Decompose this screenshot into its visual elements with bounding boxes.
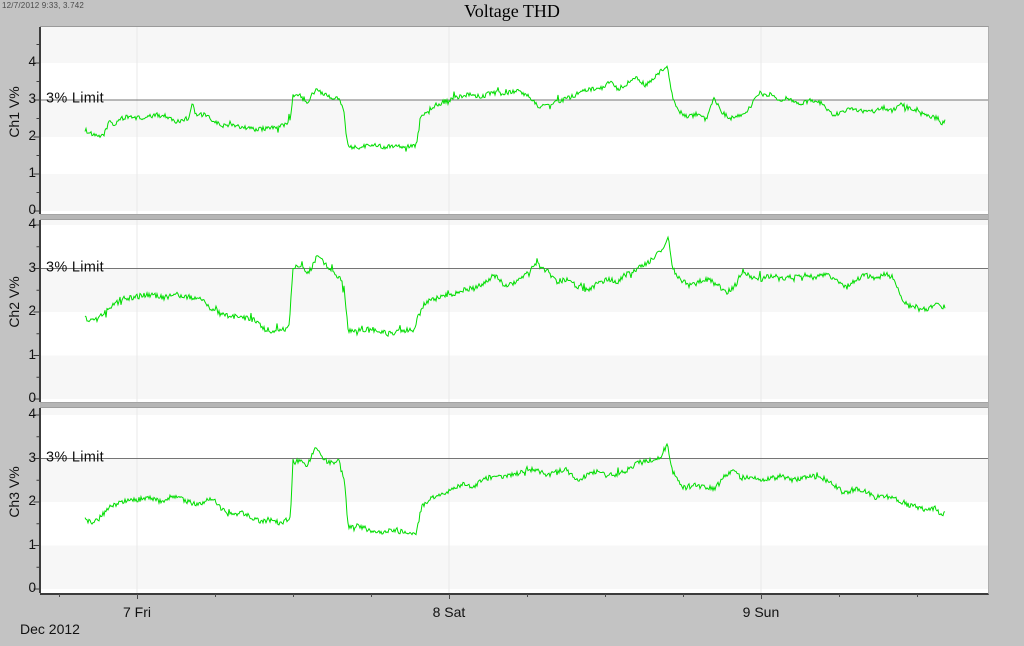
data-series-path: [84, 65, 946, 152]
y-tick-label: 3: [28, 259, 36, 275]
plot-band: [40, 458, 988, 502]
limit-label: 3% Limit: [46, 259, 104, 276]
panel-divider: [40, 214, 988, 220]
y-tick-label: 0: [28, 580, 36, 595]
x-axis-tick: [682, 594, 684, 597]
plot-svg-3[interactable]: [32, 408, 988, 593]
x-axis-tick: [370, 594, 372, 597]
plot-band: [40, 220, 988, 225]
x-axis-tick: [448, 594, 450, 599]
panel-ch2[interactable]: [33, 220, 988, 402]
panel-divider: [40, 402, 988, 408]
data-series-path: [84, 235, 946, 338]
plot-band: [40, 408, 988, 415]
limit-label: 3% Limit: [46, 449, 104, 466]
x-axis-tick: [760, 594, 762, 599]
x-axis-tick: [58, 594, 60, 597]
y-tick-label: 4: [28, 406, 36, 421]
y-tick-label: 4: [28, 54, 36, 69]
plot-band: [40, 545, 988, 589]
chart-title: Voltage THD: [464, 1, 560, 21]
y-tick-label: 2: [28, 128, 36, 143]
chart-area[interactable]: [33, 26, 989, 595]
y-tick-label: 2: [28, 303, 36, 318]
y-tick-label: 4: [28, 216, 36, 231]
plot-band: [40, 100, 988, 137]
x-axis-tick: [214, 594, 216, 597]
cursor-readout: 12/7/2012 9:33, 3.742: [2, 1, 85, 10]
plot-band: [40, 27, 988, 63]
plot-band: [40, 268, 988, 312]
channel-axis-label: Ch1 V%: [6, 85, 22, 138]
plot-band: [40, 355, 988, 399]
x-axis-tick: [916, 594, 918, 597]
channel-axis-label: Ch2 V%: [6, 276, 22, 328]
y-tick-label: 1: [28, 536, 36, 552]
data-series-path: [84, 442, 946, 536]
x-axis-day-label: 9 Sun: [742, 604, 780, 620]
limit-label: 3% Limit: [46, 90, 104, 107]
plot-band: [40, 174, 988, 211]
y-tick-label: 1: [28, 165, 36, 180]
x-axis-tick: [604, 594, 606, 597]
y-tick-label: 0: [28, 202, 36, 217]
y-tick-label: 3: [28, 449, 36, 465]
y-tick-label: 3: [28, 91, 36, 106]
plot-svg-2[interactable]: [32, 220, 988, 402]
panel-ch1[interactable]: [33, 27, 988, 214]
x-axis-tick: [292, 594, 294, 597]
x-axis-day-label: 7 Fri: [122, 604, 151, 620]
panel-ch3[interactable]: [33, 408, 988, 593]
x-axis-tick: [136, 594, 138, 599]
plot-svg-1[interactable]: [32, 27, 988, 214]
x-axis-tick: [526, 594, 528, 597]
x-axis-day-label: 8 Sat: [432, 604, 466, 620]
y-tick-label: 1: [28, 346, 36, 362]
channel-axis-label: Ch3 V%: [6, 465, 22, 518]
x-axis-tick: [838, 594, 840, 597]
x-axis-month-label: Dec 2012: [20, 621, 80, 637]
y-tick-label: 0: [28, 390, 36, 405]
y-tick-label: 2: [28, 493, 36, 508]
